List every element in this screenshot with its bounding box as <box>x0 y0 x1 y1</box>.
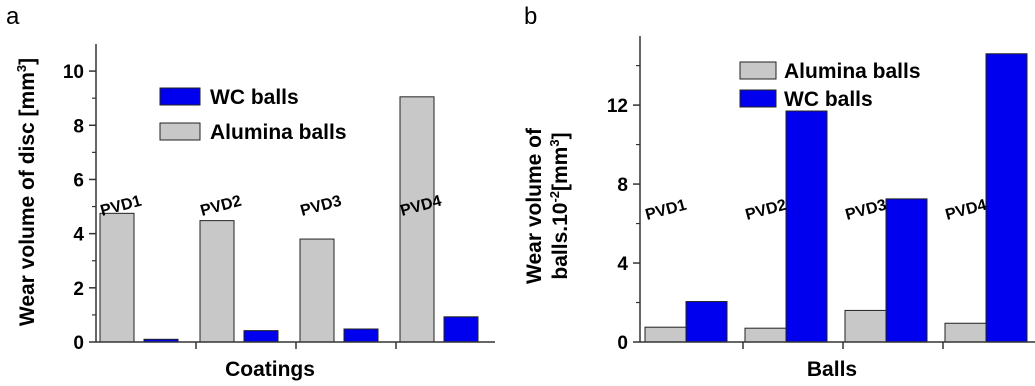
legend-swatch-wc-balls <box>739 89 777 108</box>
y-axis-title-line1: Wear volume of <box>523 127 546 284</box>
category-label: PVD2 <box>744 197 789 224</box>
x-axis-title: Balls <box>807 358 857 381</box>
y-tick-label: 8 <box>617 175 628 196</box>
y-tick-label: 0 <box>617 333 628 354</box>
legend-label-alumina-balls: Alumina balls <box>210 121 347 144</box>
y-tick-label: 12 <box>607 96 628 117</box>
bar-alumina-balls-pvd3 <box>844 309 887 343</box>
y-axis-title-line2: balls.10-2[mm3] <box>547 132 572 279</box>
bar-alumina-balls-pvd1 <box>99 212 135 343</box>
y-tick-label: 2 <box>73 279 84 300</box>
legend-swatch-alumina-balls <box>739 61 777 80</box>
x-axis-title: Coatings <box>225 358 315 381</box>
bar-wc-balls-pvd1 <box>685 301 728 343</box>
y-axis-title-sup: -2 <box>547 191 562 203</box>
y-tick-label: 4 <box>73 225 84 246</box>
bar-wc-balls-pvd3 <box>885 198 928 343</box>
panel-letter: a <box>6 3 20 30</box>
y-axis-title-end: ] <box>549 132 572 139</box>
bar-wc-balls-pvd3 <box>343 328 379 343</box>
bar-alumina-balls-pvd4 <box>399 96 435 343</box>
legend-label-wc-balls: WC balls <box>784 88 873 111</box>
bar-alumina-balls-pvd2 <box>199 220 235 343</box>
y-axis-title: Wear volume of disc [mm3] <box>14 58 39 326</box>
category-label: PVD1 <box>644 197 689 224</box>
legend-label-wc-balls: WC balls <box>210 86 299 109</box>
legend-swatch-wc-balls <box>159 87 201 106</box>
y-tick-label: 6 <box>73 170 84 191</box>
y-axis-title-end: ] <box>16 58 39 65</box>
bar-alumina-balls-pvd2 <box>744 327 787 343</box>
y-axis-title-main: Wear volume of disc [mm <box>16 72 39 326</box>
bar-wc-balls-pvd4 <box>443 316 479 343</box>
y-tick-label: 4 <box>617 254 628 275</box>
legend-label-alumina-balls: Alumina balls <box>784 60 921 83</box>
chart-panel-b: b PVD1 PVD2 PVD3 PVD4 0 4 8 12 Alumina balls WC ba… <box>523 3 1035 381</box>
y-tick-label: 10 <box>63 62 84 83</box>
bar-alumina-balls-pvd4 <box>944 322 987 343</box>
y-tick-label: 0 <box>73 333 84 354</box>
category-label: PVD3 <box>299 193 344 220</box>
legend-swatch-alumina-balls <box>159 122 201 141</box>
bar-wc-balls-pvd4 <box>985 53 1028 343</box>
y-axis-title-line2-unit: [mm <box>549 147 572 191</box>
y-axis-title-sup: 3 <box>14 65 29 72</box>
panel-letter: b <box>524 3 537 30</box>
y-axis-title-line2-main: balls.10 <box>549 203 572 280</box>
category-label: PVD4 <box>944 197 989 224</box>
category-label: PVD3 <box>844 197 889 224</box>
bar-alumina-balls-pvd3 <box>299 238 335 343</box>
category-label: PVD2 <box>199 193 244 220</box>
bar-alumina-balls-pvd1 <box>644 326 687 343</box>
bar-wc-balls-pvd2 <box>785 110 828 343</box>
y-tick-label: 8 <box>73 116 84 137</box>
bar-wc-balls-pvd2 <box>243 330 279 343</box>
y-axis-title-sup2: 3 <box>547 139 562 146</box>
